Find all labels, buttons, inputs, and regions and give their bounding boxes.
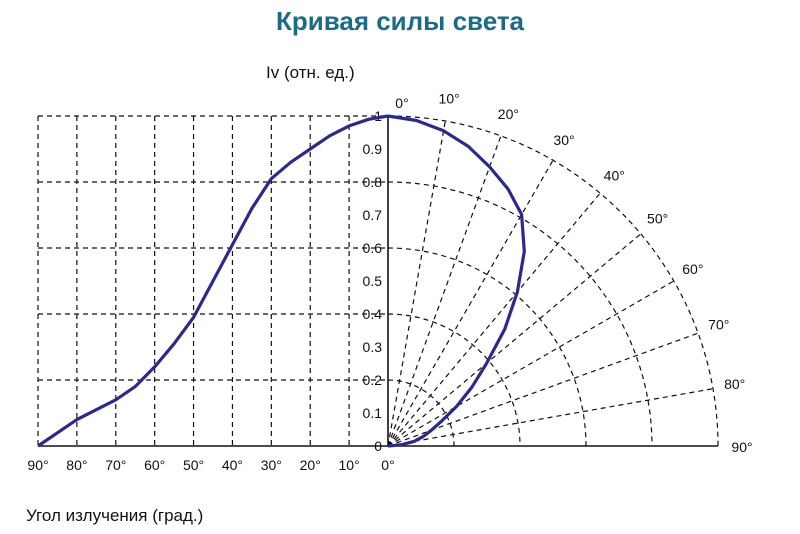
y-tick-label: 0.8 [363,174,383,190]
x-tick-label: 70° [105,457,126,473]
x-tick-label: 30° [261,457,282,473]
intensity-curve-polar [387,114,526,448]
y-tick-label: 0.4 [363,306,383,322]
polar-angle-label: 30° [553,132,574,148]
polar-angle-label: 90° [731,439,752,455]
polar-angle-label: 60° [682,261,703,277]
x-tick-label: 90° [27,457,48,473]
x-tick-label: 60° [144,457,165,473]
polar-arc [387,181,653,447]
polar-radial-line [387,332,699,447]
chart-title: Кривая силы света [275,6,525,36]
polar-radial-line [387,280,675,447]
polar-radial-line [387,192,601,447]
polar-arc [387,313,521,447]
polar-angle-label: 0° [395,95,408,111]
polar-radial-line [387,135,502,447]
x-tick-label: 10° [339,457,360,473]
polar-angle-label: 50° [647,211,668,227]
x-tick-label: 80° [66,457,87,473]
x-axis-label: Угол излучения (град.) [26,506,204,525]
polar-angle-label: 20° [498,106,519,122]
y-axis-label: Iv (отн. ед.) [266,63,355,82]
polar-angle-label: 10° [439,90,460,106]
polar-arc [387,379,455,447]
polar-angle-label: 40° [604,167,625,183]
x-tick-label: 50° [183,457,204,473]
y-tick-label: 0 [374,438,382,454]
x-tick-label: 20° [300,457,321,473]
y-tick-label: 0.2 [363,372,383,388]
intensity-curve-cartesian [37,114,389,448]
polar-radial-line [387,120,446,447]
polar-angle-label: 70° [708,317,729,333]
polar-radial-line [387,159,554,447]
polar-radial-line [387,388,714,447]
x-tick-label: 0° [381,457,394,473]
y-tick-label: 0.3 [363,339,383,355]
y-tick-label: 0.9 [363,141,383,157]
polar-angle-label: 80° [724,376,745,392]
polar-arc [387,247,587,447]
y-tick-label: 0.6 [363,240,383,256]
polar-radial-line [387,233,642,447]
y-tick-label: 0.5 [363,273,383,289]
y-tick-label: 0.1 [363,405,383,421]
polar-arc [387,115,719,447]
y-tick-label: 1 [374,108,382,124]
y-tick-label: 0.7 [363,207,383,223]
x-tick-label: 40° [222,457,243,473]
